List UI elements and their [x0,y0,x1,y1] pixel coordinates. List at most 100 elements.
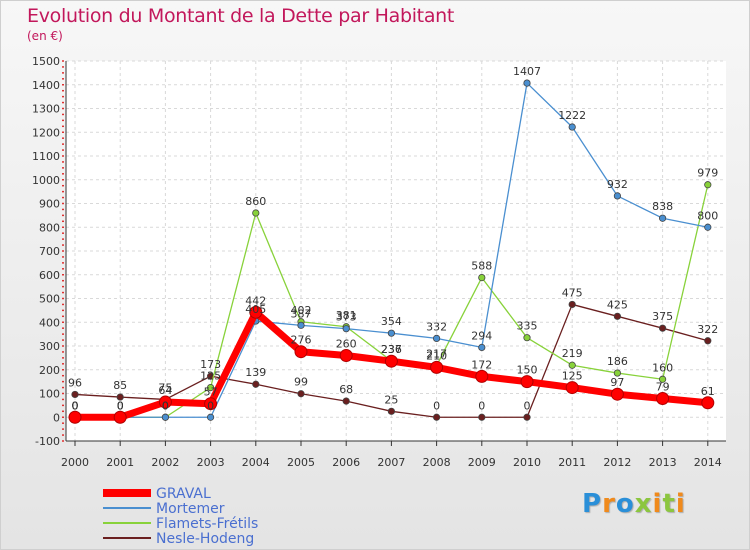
data-label: 354 [381,315,402,328]
data-point [161,413,169,421]
data-label: 0 [117,399,124,412]
data-label: 402 [291,304,312,317]
legend-label: GRAVAL [156,486,211,502]
y-tick-label: 1000 [32,174,60,187]
data-point [204,397,218,411]
x-tick-label: 2011 [558,456,586,469]
data-label: 860 [245,195,266,208]
logo-letter: i [652,489,663,519]
data-label: 373 [336,311,357,324]
legend-label: Flamets-Frétils [156,516,258,532]
data-label: 0 [478,399,485,412]
x-tick-label: 2009 [468,456,496,469]
data-point [701,396,715,410]
data-point [207,413,215,421]
x-tick-label: 2003 [197,456,225,469]
data-point [297,390,305,398]
data-label: 375 [652,310,673,323]
data-point [342,397,350,405]
y-tick-label: 500 [39,293,60,306]
data-point [384,354,398,368]
x-tick-label: 2014 [694,456,722,469]
data-label: 294 [471,329,492,342]
data-label: 588 [471,260,492,273]
data-point [475,369,489,383]
logo-letter: x [634,489,653,519]
data-point [432,413,441,421]
x-tick-label: 2005 [287,456,315,469]
data-point [568,361,576,369]
data-label: 932 [607,178,628,191]
data-label: 172 [471,358,492,371]
data-label: 150 [517,364,538,377]
data-point [704,181,712,189]
y-tick-label: 1100 [32,150,60,163]
y-tick-label: 200 [39,364,60,377]
data-label: 236 [381,343,402,356]
data-label: 276 [291,334,312,347]
y-tick-label: 1200 [32,126,60,139]
data-point [297,321,305,329]
logo-letter: t [662,489,676,519]
x-tick-label: 2000 [61,456,89,469]
data-label: 322 [697,323,718,336]
data-point [610,387,624,401]
logo-letter: r [602,489,616,519]
chart-unit: (en €) [27,29,63,43]
data-point [658,375,667,383]
data-label: 0 [72,399,79,412]
chart-title: Evolution du Montant de la Dette par Hab… [27,5,455,27]
proxiti-logo: Proxiti [582,489,686,519]
data-label: 96 [68,376,82,389]
data-label: 186 [607,355,628,368]
data-point [116,393,124,401]
legend-label: Mortemer [156,501,225,517]
data-point [432,334,441,342]
x-tick-label: 2007 [377,456,405,469]
data-point [207,383,215,392]
x-tick-label: 2012 [603,456,631,469]
data-label: 425 [607,298,628,311]
data-point [71,390,79,399]
data-label: 405 [245,303,266,316]
data-label: 64 [158,384,172,397]
data-label: 160 [652,361,673,374]
data-point [704,337,712,345]
data-point [387,329,395,337]
data-point [613,312,622,320]
data-point [252,209,260,217]
data-label: 125 [200,370,221,383]
y-tick-label: 900 [39,198,60,211]
data-point [523,79,531,87]
data-point [430,360,444,374]
y-tick-label: 100 [39,388,60,401]
data-point [113,410,127,424]
y-tick-label: 1500 [32,55,60,68]
data-label: 1407 [513,65,541,78]
y-tick-label: 1300 [32,103,60,116]
logo-letter: i [675,489,686,519]
data-label: 217 [426,348,447,361]
data-label: 125 [562,370,583,383]
data-label: 0 [117,399,124,412]
data-label: 68 [339,383,353,396]
data-label: 838 [652,200,673,213]
data-point [658,324,667,332]
data-label: 0 [207,399,214,412]
data-point [523,413,531,421]
data-label: 173 [200,358,221,371]
data-point [249,305,263,319]
data-point [68,410,82,424]
data-label: 139 [245,366,266,379]
y-tick-label: 400 [39,316,60,329]
data-point [704,223,712,231]
data-label: 800 [697,209,718,222]
data-label: 0 [117,399,124,412]
x-tick-label: 2001 [106,456,134,469]
data-label: 387 [291,307,312,320]
data-label: 61 [701,385,715,398]
x-tick-label: 2010 [513,456,541,469]
data-label: 335 [517,320,538,333]
data-label: 0 [433,399,440,412]
legend-label: Nesle-Hodeng [156,531,254,547]
